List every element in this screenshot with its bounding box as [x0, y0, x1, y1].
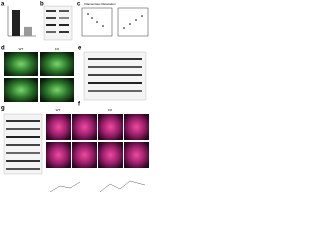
panel-b-blot — [43, 5, 73, 41]
column-label: WT — [19, 47, 24, 51]
panel-letter: f — [78, 102, 81, 108]
panel-title: Filamentous Relocation — [84, 2, 116, 6]
panel-letter: c — [77, 2, 81, 8]
column-label: KO — [108, 108, 113, 112]
figure: a b c Filamentous Relocation d WT KO e f… — [1, 2, 149, 193]
panel-g-images — [46, 114, 149, 193]
panel-d-images — [4, 52, 74, 102]
panel-letter: a — [1, 2, 5, 8]
panel-letter: b — [40, 2, 44, 8]
bar — [24, 26, 32, 36]
panel-c-plots — [81, 7, 149, 37]
column-label: KO — [55, 47, 60, 51]
panel-letter: g — [1, 106, 5, 112]
panel-letter: d — [1, 46, 5, 52]
bar — [12, 10, 20, 36]
panel-letter: e — [78, 46, 82, 52]
column-label: WT — [56, 108, 61, 112]
panel-g-blot — [3, 113, 43, 175]
panel-e-blot — [83, 51, 147, 101]
page: a b c Filamentous Relocation d WT KO e f… — [0, 0, 150, 196]
